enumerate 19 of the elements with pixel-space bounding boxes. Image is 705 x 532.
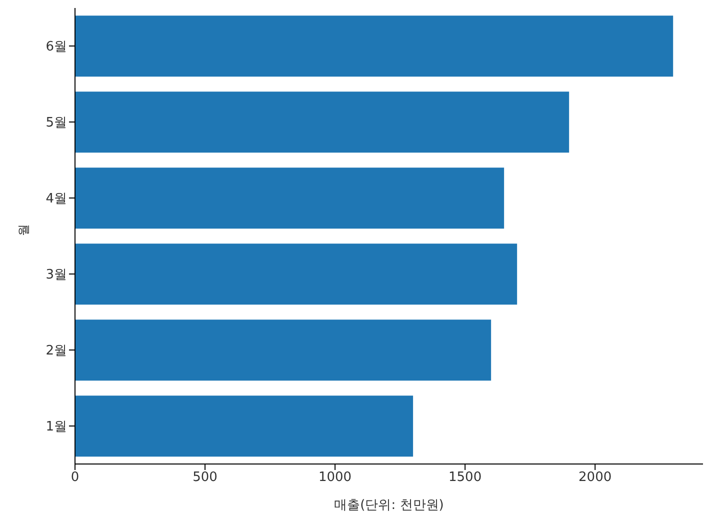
x-axis-title: 매출(단위: 천만원) [334,498,444,513]
bar [75,92,570,153]
y-tick-label: 1월 [46,420,67,435]
bar [75,320,492,381]
x-tick-label: 1500 [448,470,482,486]
y-tick-label: 2월 [46,344,67,359]
x-tick-label: 2000 [578,470,612,486]
x-tick-label: 1000 [318,470,352,486]
y-tick-label: 4월 [46,192,67,207]
x-tick-label: 0 [70,470,80,486]
y-tick-label: 6월 [46,40,67,55]
bar [75,16,674,77]
bar [75,168,504,229]
y-tick-label: 5월 [46,116,67,131]
x-tick-label: 500 [192,470,218,486]
y-tick-label: 3월 [46,268,67,283]
bar [75,396,414,457]
bar [75,244,518,305]
y-axis-title: 월 [16,224,30,236]
